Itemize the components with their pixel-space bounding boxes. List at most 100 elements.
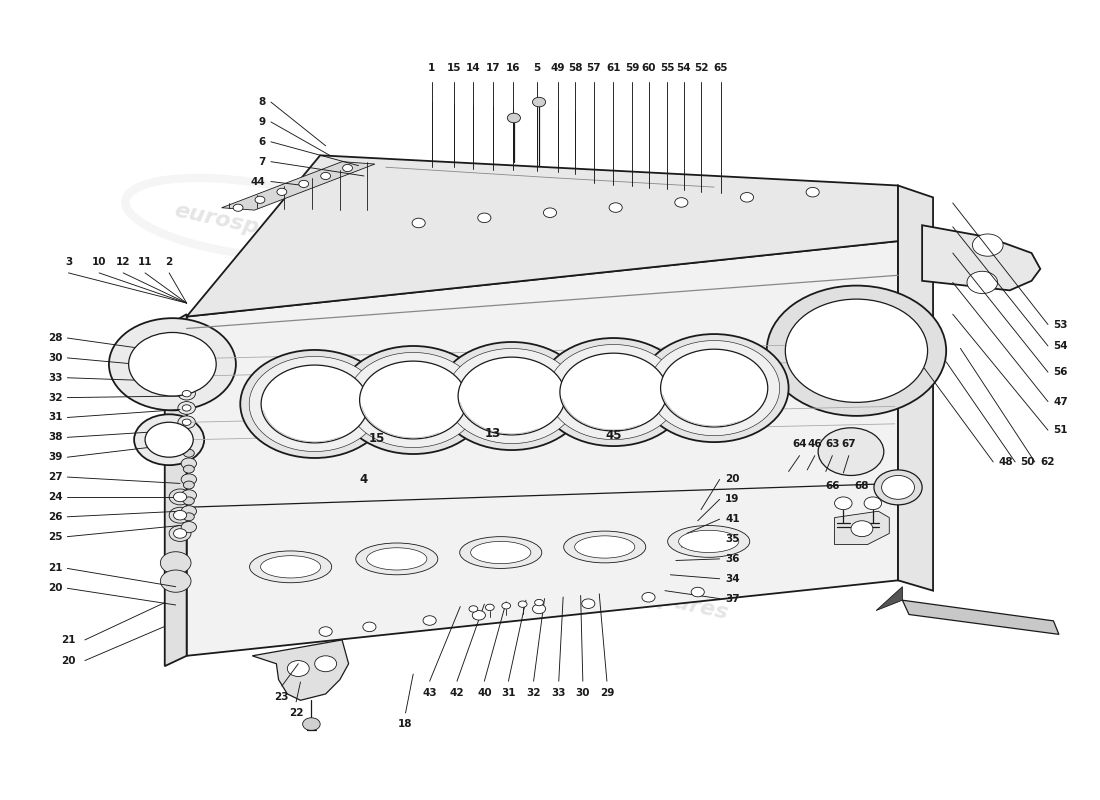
Circle shape <box>184 481 195 489</box>
Text: 20: 20 <box>725 474 739 485</box>
Text: eurospares: eurospares <box>588 574 730 623</box>
Text: 40: 40 <box>477 687 492 698</box>
Text: 23: 23 <box>275 692 289 702</box>
Text: 20: 20 <box>48 583 63 594</box>
Text: 26: 26 <box>48 512 63 522</box>
Circle shape <box>458 357 565 435</box>
Text: 60: 60 <box>641 62 656 73</box>
Text: 36: 36 <box>725 554 739 564</box>
Circle shape <box>360 361 466 439</box>
Text: 30: 30 <box>575 687 590 698</box>
Circle shape <box>277 188 287 195</box>
Circle shape <box>255 196 265 203</box>
Circle shape <box>412 218 426 228</box>
Circle shape <box>321 172 331 179</box>
Text: 49: 49 <box>550 62 565 73</box>
Circle shape <box>178 402 196 414</box>
Circle shape <box>184 497 195 505</box>
Circle shape <box>560 353 667 431</box>
Circle shape <box>691 587 704 597</box>
Circle shape <box>424 616 437 626</box>
Text: 5: 5 <box>534 62 540 73</box>
Circle shape <box>518 601 527 607</box>
Text: 52: 52 <box>694 62 708 73</box>
Ellipse shape <box>679 530 739 553</box>
Circle shape <box>485 604 494 610</box>
Text: 12: 12 <box>116 257 131 266</box>
Text: 62: 62 <box>1041 457 1055 467</box>
Circle shape <box>548 345 679 439</box>
Text: 47: 47 <box>1054 397 1068 406</box>
Text: 53: 53 <box>1054 319 1068 330</box>
Circle shape <box>109 318 235 410</box>
Circle shape <box>582 599 595 609</box>
Text: 24: 24 <box>48 492 63 502</box>
Circle shape <box>161 552 191 574</box>
Text: 18: 18 <box>398 719 412 730</box>
Text: eurospares: eurospares <box>173 201 315 250</box>
Circle shape <box>532 98 546 107</box>
Text: 44: 44 <box>251 177 265 186</box>
Text: 64: 64 <box>792 439 806 450</box>
Text: 54: 54 <box>1054 341 1068 351</box>
Text: 13: 13 <box>485 427 502 440</box>
Circle shape <box>532 604 546 614</box>
Text: 31: 31 <box>48 413 63 422</box>
Polygon shape <box>165 314 187 666</box>
Circle shape <box>609 203 623 212</box>
Circle shape <box>174 492 187 502</box>
Circle shape <box>182 506 197 517</box>
Circle shape <box>967 271 998 294</box>
Circle shape <box>543 208 557 218</box>
Circle shape <box>319 626 332 636</box>
Circle shape <box>865 497 881 510</box>
Text: 25: 25 <box>48 532 63 542</box>
Circle shape <box>851 521 873 537</box>
Circle shape <box>169 526 191 542</box>
Text: 16: 16 <box>506 62 520 73</box>
Circle shape <box>183 419 191 426</box>
Polygon shape <box>222 162 375 210</box>
Circle shape <box>174 510 187 520</box>
Text: 48: 48 <box>999 457 1013 467</box>
Text: 9: 9 <box>258 117 265 127</box>
Circle shape <box>315 656 337 672</box>
Text: 4: 4 <box>360 473 368 486</box>
Circle shape <box>261 365 368 443</box>
Circle shape <box>302 718 320 730</box>
Text: 33: 33 <box>48 373 63 382</box>
Text: 32: 32 <box>526 687 541 698</box>
Circle shape <box>174 529 187 538</box>
Circle shape <box>469 606 477 612</box>
Circle shape <box>182 458 197 469</box>
Circle shape <box>233 204 243 211</box>
Text: 14: 14 <box>466 62 481 73</box>
Text: 34: 34 <box>725 574 739 584</box>
Text: 10: 10 <box>91 257 107 266</box>
Circle shape <box>818 428 883 475</box>
Text: 41: 41 <box>725 514 739 524</box>
Circle shape <box>640 334 789 442</box>
Circle shape <box>972 234 1003 256</box>
Text: 61: 61 <box>606 62 620 73</box>
Circle shape <box>250 357 381 451</box>
Circle shape <box>145 422 194 457</box>
Ellipse shape <box>355 543 438 574</box>
Circle shape <box>785 299 927 402</box>
Circle shape <box>169 507 191 523</box>
Circle shape <box>472 610 485 620</box>
Text: 68: 68 <box>855 482 869 491</box>
Circle shape <box>182 522 197 533</box>
Circle shape <box>183 390 191 397</box>
Text: 59: 59 <box>625 62 639 73</box>
Circle shape <box>661 349 768 427</box>
Circle shape <box>363 622 376 632</box>
Circle shape <box>178 416 196 429</box>
Circle shape <box>339 346 487 454</box>
Circle shape <box>535 599 543 606</box>
Text: eurospares: eurospares <box>173 534 315 583</box>
Text: 21: 21 <box>48 563 63 574</box>
Circle shape <box>184 450 195 457</box>
Circle shape <box>674 198 688 207</box>
Circle shape <box>874 470 922 505</box>
